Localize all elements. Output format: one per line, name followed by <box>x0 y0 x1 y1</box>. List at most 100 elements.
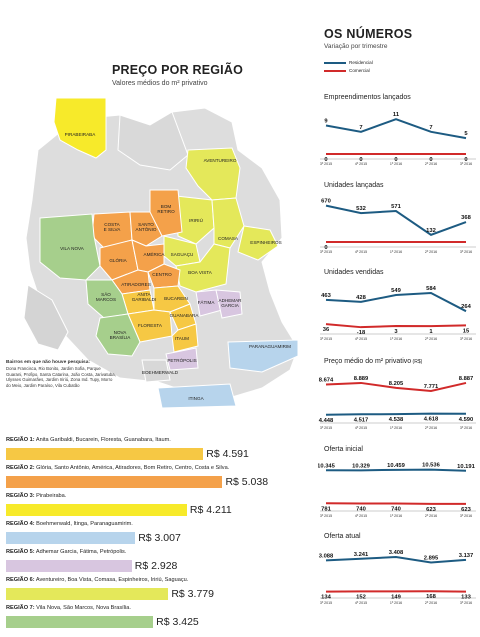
region-name: REGIÃO 2: <box>6 465 35 471</box>
label-santo: SANTO <box>138 222 154 227</box>
label-iririu: IRIRIÚ <box>189 217 203 223</box>
series-line-residencial <box>325 118 467 140</box>
label-adhemar-garcia: ADHEMAR GARCIA <box>219 298 243 308</box>
label-nova-brasilia: NOVA BRASÍLIA <box>110 330 132 340</box>
data-label: 740 <box>391 506 401 512</box>
region-row: REGIÃO 1: Anita Garibaldi, Bucarein, Flo… <box>6 436 296 464</box>
region-bar <box>6 532 136 544</box>
label-saguacu: SAGUAÇU <box>171 252 194 257</box>
region-bar-track: R$ 2.928 <box>6 560 296 572</box>
region-bar-track: R$ 4.211 <box>6 504 296 516</box>
region-espinheiros <box>237 225 279 261</box>
x-tick-label: 3º 2016 <box>460 162 472 166</box>
map-gray-north <box>117 111 189 171</box>
data-label: 3.241 <box>354 552 369 558</box>
data-label: 2.895 <box>424 555 439 561</box>
region-description: REGIÃO 3: Pirabeiraba. <box>6 492 296 501</box>
region-bar-track: R$ 3.425 <box>6 616 296 628</box>
x-tick-label: 2º 2016 <box>425 601 437 605</box>
legend-item-comercial: Comercial <box>324 67 373 75</box>
numbers-subtitle: Variação por trimestre <box>324 43 388 50</box>
data-label: 7 <box>429 125 432 131</box>
data-label: 3 <box>394 329 398 335</box>
data-label: 8.889 <box>354 376 369 382</box>
label-bucarein: BUCAREIN <box>164 296 188 301</box>
region-name: REGIÃO 7: <box>6 605 35 611</box>
data-label: 264 <box>461 304 471 310</box>
region-paranaguamirim <box>227 339 299 373</box>
series-line-residencial <box>325 412 467 416</box>
label-santo-antonio: SANTO ANTÔNIO <box>136 222 157 232</box>
series-line-residencial <box>325 204 467 236</box>
x-tick-label: 4º 2015 <box>355 426 367 430</box>
label-garibaldi: GARIBALDI <box>132 297 157 302</box>
label-gloria: GLÓRIA <box>109 257 127 263</box>
data-label: 0 <box>464 157 467 163</box>
data-label: 36 <box>323 327 330 333</box>
no-survey-note: Bairros em que não houve pesquisa: Dona … <box>6 360 118 388</box>
x-tick-label: 3º 2016 <box>460 426 472 430</box>
legend: Residencial Comercial <box>324 59 373 75</box>
data-label: 463 <box>321 293 331 299</box>
series-line-residencial <box>325 468 467 472</box>
panel-title-unit: (R$) <box>411 359 423 365</box>
region-nova-brasilia <box>95 313 141 357</box>
region-bar-track: R$ 3.007 <box>6 532 296 544</box>
data-label: 0 <box>394 157 397 163</box>
label-petropolis: PETRÓPOLIS <box>167 357 196 363</box>
region-neighborhoods: Anita Garibaldi, Bucarein, Floresta, Gua… <box>34 437 171 443</box>
x-tick-label: 1º 2016 <box>390 601 402 605</box>
data-label: 4.590 <box>459 417 474 423</box>
label-itaum: ITAUM <box>175 336 189 341</box>
line-chart: 463 428 549 584 264 36 -18 3 1 15 3º 2015 4º 2015 1º… <box>320 286 476 341</box>
region-name: REGIÃO 1: <box>6 437 35 443</box>
data-label: 4.618 <box>424 417 439 423</box>
x-tick-label: 3º 2016 <box>460 514 472 518</box>
label-anita-garibaldi: ANITA GARIBALDI <box>132 292 157 302</box>
x-tick-label: 2º 2016 <box>425 426 437 430</box>
data-label: 9 <box>324 119 328 125</box>
data-label: 10.459 <box>387 463 406 469</box>
region-row: REGIÃO 7: Vila Nova, São Marcos, Nova Br… <box>6 604 296 632</box>
x-tick-label: 3º 2015 <box>320 426 332 430</box>
label-america: AMÉRICA <box>144 251 166 257</box>
region-price-label: R$ 2.928 <box>134 560 178 572</box>
region-description: REGIÃO 4: Boehmerwald, Itinga, Paranagua… <box>6 520 296 529</box>
x-tick-label: 2º 2016 <box>425 514 437 518</box>
label-nova: NOVA <box>114 330 128 335</box>
data-label: 584 <box>426 286 436 292</box>
label-comasa: COMASA <box>218 236 239 241</box>
region-description: REGIÃO 2: Glória, Santo Antônio, América… <box>6 464 296 473</box>
data-label: 3.137 <box>459 553 474 559</box>
data-label: 10.536 <box>422 463 441 469</box>
data-label: 4.448 <box>319 418 334 424</box>
data-label: 11 <box>393 112 400 118</box>
x-tick-label: 1º 2016 <box>390 426 402 430</box>
region-bar <box>6 616 154 628</box>
x-tick-label: 3º 2015 <box>320 337 332 341</box>
region-petropolis <box>165 347 199 371</box>
x-tick-label: 1º 2016 <box>390 250 402 254</box>
line-chart: 670 532 571 132 368 03º 2015 4º 2015 1º 2016 2º … <box>320 199 476 254</box>
x-tick-label: 3º 2016 <box>460 250 472 254</box>
data-label: 7 <box>359 125 362 131</box>
region-description: REGIÃO 6: Aventureiro, Boa Vista, Comasa… <box>6 576 296 585</box>
label-floresta: FLORESTA <box>138 323 163 328</box>
label-e-silva: E SILVA <box>104 227 122 232</box>
map-title: PREÇO POR REGIÃO <box>112 63 243 77</box>
line-panel: Preço médio do m² privativo (R$) 4.448 4.5… <box>318 358 480 436</box>
region-name: REGIÃO 3: <box>6 493 35 499</box>
region-neighborhoods: Adhemar Garcia, Fátima, Petrópolis. <box>34 549 127 555</box>
panel-title: Oferta inicial <box>324 446 363 453</box>
line-panel: Unidades lançadas 670 532 571 132 368 0 3º 2015… <box>318 182 480 260</box>
data-label: 168 <box>426 594 436 600</box>
region-boa-vista <box>175 243 231 293</box>
label-sao-marcos: SÃO MARCOS <box>96 291 116 302</box>
region-bar-track: R$ 4.591 <box>6 448 296 460</box>
region-pirabeiraba <box>53 97 107 159</box>
panel-title: Preço médio do m² privativo (R$) <box>324 358 423 365</box>
label-sao: SÃO <box>101 291 111 297</box>
x-tick-label: 3º 2015 <box>320 601 332 605</box>
x-tick-label: 3º 2015 <box>320 162 332 166</box>
